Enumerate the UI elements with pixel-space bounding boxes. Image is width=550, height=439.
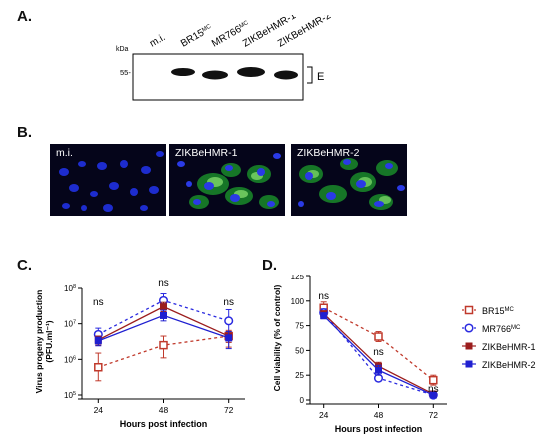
chart-c-y-label: Virus progeny production xyxy=(34,290,44,394)
svg-text:ZIKBeHMR-2: ZIKBeHMR-2 xyxy=(482,360,536,370)
lane-labels: m.i. BR15MC MR766MC ZIKBeHMR-1 ZIKBeHMR-… xyxy=(148,15,333,50)
chart-d-annotation-ns: ns xyxy=(373,347,384,358)
chart-d-point-zikbehmr-2 xyxy=(320,312,328,320)
chart-d-point-br15mc xyxy=(429,375,438,385)
lane-label-br15: BR15MC xyxy=(179,23,215,50)
svg-text:MR766MC: MR766MC xyxy=(482,324,521,334)
chart-d-xtick-label: 48 xyxy=(374,410,384,420)
chart-d-annotation-ns: ns xyxy=(428,384,439,395)
chart-c-point-br15mc xyxy=(94,362,103,372)
chart-c-xtick-label: 72 xyxy=(224,405,234,415)
chart-d-annotation-ns: ns xyxy=(318,291,329,302)
chart-c-annotation-ns: ns xyxy=(158,278,169,289)
micrograph-label-zikbehmr2: ZIKBeHMR-2 xyxy=(297,147,360,159)
micrograph-zikbehmr2-image xyxy=(291,144,407,216)
micrograph-zikbehmr1: ZIKBeHMR-1 xyxy=(169,144,285,216)
svg-text:ZIKBeHMR-1: ZIKBeHMR-1 xyxy=(482,342,536,352)
band-label-e: E xyxy=(317,71,324,83)
chart-c-point-zikbehmr-1 xyxy=(160,303,167,311)
chart-c-series-br15mc xyxy=(94,329,233,382)
chart-d-point-br15mc xyxy=(374,332,383,341)
panel-letter-d: D. xyxy=(262,257,277,274)
chart-d-ytick-label: 25 xyxy=(295,371,304,380)
panel-letter-c: C. xyxy=(17,257,32,274)
band-zikbehmr1 xyxy=(237,67,265,77)
chart-cell-viability: 0 25 50 75 100 125 24 48 72 Hours post infection C… xyxy=(272,275,447,434)
western-blot: m.i. BR15MC MR766MC ZIKBeHMR-1 ZIKBeHMR-… xyxy=(116,15,333,101)
legend-svg: BR15MC MR766MC ZIKBeHMR-1 ZIKBeHMR-2 xyxy=(462,305,536,370)
lane-label-mi: m.i. xyxy=(148,32,167,50)
svg-text:BR15MC: BR15MC xyxy=(482,306,515,316)
micrograph-mock-image xyxy=(50,144,166,216)
chart-d-xtick-label: 72 xyxy=(429,410,439,420)
chart-c-x-label: Hours post infection xyxy=(120,419,208,429)
legend-item-mr766: MR766MC xyxy=(462,323,521,334)
kda-label: kDa xyxy=(116,46,129,53)
chart-c-annotation-ns: ns xyxy=(93,297,104,308)
legend-item-zikbehmr1: ZIKBeHMR-1 xyxy=(462,342,536,352)
band-mr766 xyxy=(202,70,228,80)
chart-d-point-zikbehmr-2 xyxy=(429,391,437,399)
chart-d-x-label: Hours post infection xyxy=(335,424,423,434)
chart-d-ytick-label: 125 xyxy=(291,275,305,281)
chart-d-series-zikbehmr-2 xyxy=(320,312,437,399)
legend-item-br15: BR15MC xyxy=(462,305,515,316)
chart-c-xtick-label: 48 xyxy=(159,405,169,415)
micrograph-zikbehmr1-image xyxy=(169,144,285,216)
micrograph-zikbehmr2: ZIKBeHMR-2 xyxy=(291,144,407,216)
chart-c-ytick-label: 107 xyxy=(64,320,76,329)
band-br15 xyxy=(171,68,195,76)
chart-c-annotation-ns: ns xyxy=(223,297,234,308)
panel-letter-a: A. xyxy=(17,8,32,25)
micrograph-label-mock: m.i. xyxy=(56,147,73,159)
micrograph-label-zikbehmr1: ZIKBeHMR-1 xyxy=(175,147,238,159)
chart-c-point-zikbehmr-2 xyxy=(160,311,167,319)
chart-c-ytick-label: 108 xyxy=(64,284,76,293)
chart-d-ytick-label: 100 xyxy=(291,297,305,306)
chart-d-ytick-label: 0 xyxy=(300,396,305,405)
chart-d-series-br15mc xyxy=(319,301,438,386)
band-bracket xyxy=(307,66,313,84)
chart-c-ytick-label: 105 xyxy=(64,391,76,400)
chart-c-point-mr766mc xyxy=(224,316,234,326)
chart-legend: BR15MC MR766MC ZIKBeHMR-1 ZIKBeHMR-2 xyxy=(460,302,550,383)
chart-d-ytick-label: 75 xyxy=(295,322,304,331)
chart-d-point-zikbehmr-2 xyxy=(375,366,382,374)
marker-55: 55- xyxy=(120,68,131,77)
chart-c-ytick-label: 106 xyxy=(64,355,76,364)
chart-c-xtick-label: 24 xyxy=(94,405,104,415)
chart-d-ytick-label: 50 xyxy=(295,346,304,355)
chart-c-point-zikbehmr-2 xyxy=(94,337,102,345)
chart-c-series-zikbehmr-2 xyxy=(94,309,233,350)
panel-letter-b: B. xyxy=(17,124,32,141)
chart-c-point-br15mc xyxy=(159,340,168,350)
micrograph-mock: m.i. xyxy=(50,144,166,216)
band-zikbehmr2 xyxy=(274,70,298,80)
chart-d-y-label: Cell viability (% of control) xyxy=(272,284,282,391)
chart-d-xtick-label: 24 xyxy=(319,410,329,420)
chart-c-point-zikbehmr-2 xyxy=(225,334,233,342)
chart-c-y-label-unit: (PFU.ml⁻¹) xyxy=(44,320,54,362)
legend-item-zikbehmr2: ZIKBeHMR-2 xyxy=(462,360,536,370)
chart-virus-progeny: 105 106 107 108 24 48 72 Hours post infection Vi… xyxy=(34,278,245,429)
